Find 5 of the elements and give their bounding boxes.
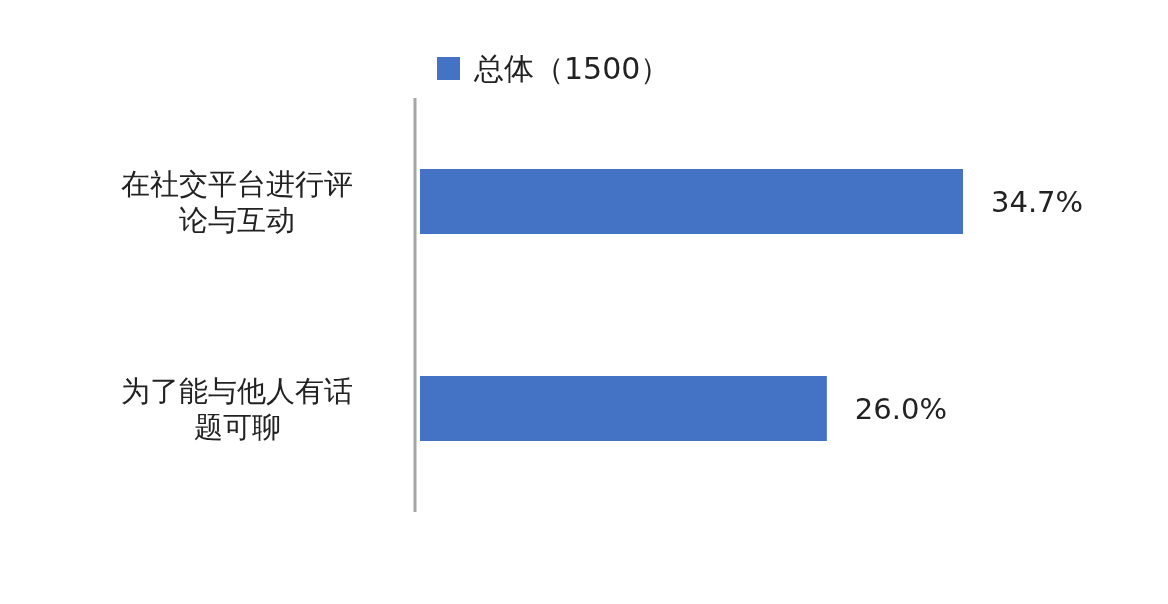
data-label: 34.7%: [991, 184, 1084, 219]
data-label: 26.0%: [854, 391, 947, 426]
legend-label: 总体（1500）: [473, 51, 671, 86]
y-tick-label: 为了能与他人有话题可聊: [121, 373, 353, 444]
y-tick-label: 在社交平台进行评论与互动: [121, 166, 353, 237]
